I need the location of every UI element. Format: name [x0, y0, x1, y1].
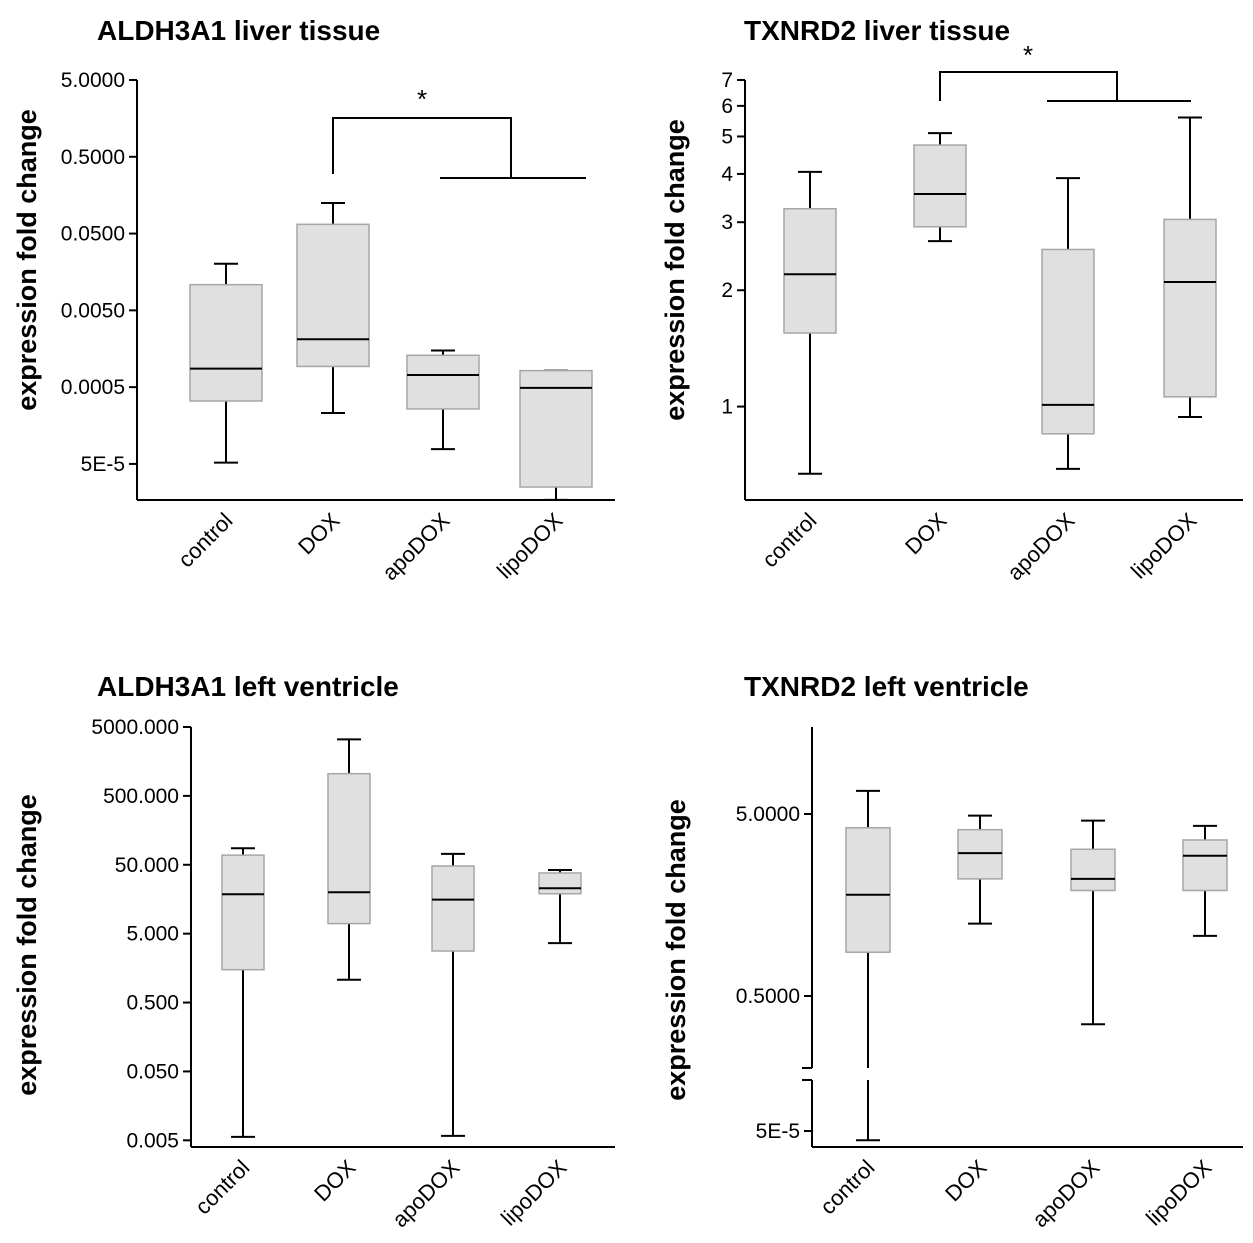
y-tick-label: 0.5000 [736, 985, 800, 1008]
box-iqr [1182, 839, 1228, 892]
box-iqr [221, 854, 265, 971]
y-tick-label: 6 [721, 95, 733, 118]
y-tick-label: 0.5000 [61, 146, 125, 169]
y-tick-label: 4 [721, 163, 733, 186]
y-tick-label: 0.0050 [61, 299, 125, 322]
box-apoDOX [406, 349, 480, 451]
box-iqr [957, 828, 1003, 880]
x-category-label: control [757, 508, 821, 572]
y-tick-label: 5.0000 [736, 803, 800, 826]
box-apoDOX [431, 852, 475, 1137]
y-tick-label: 5.000 [126, 923, 179, 946]
y-tick-label: 0.005 [126, 1129, 179, 1152]
box-apoDOX [1041, 177, 1095, 470]
box-DOX [296, 202, 370, 415]
chart-title: ALDH3A1 left ventricle [97, 671, 399, 702]
y-tick-label: 1 [721, 396, 733, 419]
y-axis-label: expression fold change [661, 799, 691, 1101]
chart-panel-1: ALDH3A1 liver tissue expression fold chan… [12, 15, 615, 585]
y-tick-label: 5E-5 [756, 1120, 800, 1143]
box-DOX [327, 738, 371, 981]
x-category-label: DOX [940, 1155, 992, 1207]
box-iqr [327, 772, 371, 925]
box-lipoDOX [1163, 116, 1217, 418]
x-category-label: control [173, 508, 237, 572]
y-tick-label: 5 [721, 125, 733, 148]
y-tick-label: 5E-5 [81, 453, 125, 476]
box-iqr [1070, 848, 1116, 892]
chart-title: TXNRD2 left ventricle [744, 671, 1029, 702]
box-iqr [189, 283, 263, 402]
box-control [845, 789, 891, 1142]
box-control [783, 170, 837, 475]
box-lipoDOX [1182, 824, 1228, 937]
box-iqr [431, 865, 475, 952]
significance-star: * [1023, 40, 1033, 70]
bracket-line [939, 71, 1118, 101]
y-tick-label: 50.000 [115, 854, 179, 877]
x-category-label: lipoDOX [1141, 1155, 1217, 1231]
box-iqr [783, 208, 837, 334]
box-iqr [519, 369, 593, 488]
y-tick-label: 7 [721, 69, 733, 92]
significance-bracket: * [332, 84, 586, 179]
x-category-label: lipoDOX [1126, 508, 1202, 584]
x-category-label: DOX [900, 508, 952, 560]
y-tick-label: 0.050 [126, 1060, 179, 1083]
box-apoDOX [1070, 819, 1116, 1026]
chart-panel-4: TXNRD2 left ventricle expression fold cha… [661, 671, 1243, 1232]
x-category-label: lipoDOX [492, 508, 568, 584]
y-tick-label: 0.0500 [61, 223, 125, 246]
box-iqr [406, 354, 480, 410]
y-tick-label: 0.500 [126, 992, 179, 1015]
chart-panel-2: TXNRD2 liver tissue expression fold chang… [660, 15, 1243, 585]
box-iqr [296, 223, 370, 368]
box-iqr [1163, 218, 1217, 398]
box-lipoDOX [519, 369, 593, 501]
significance-star: * [417, 84, 427, 114]
chart-title: TXNRD2 liver tissue [744, 15, 1010, 46]
x-category-label: apoDOX [1027, 1155, 1105, 1233]
x-category-label: control [190, 1155, 254, 1219]
y-tick-label: 500.000 [103, 785, 179, 808]
y-tick-label: 5.0000 [61, 69, 125, 92]
y-axis-label: expression fold change [12, 109, 42, 411]
x-category-label: lipoDOX [496, 1155, 572, 1231]
y-tick-label: 5000.000 [91, 716, 179, 739]
y-tick-label: 2 [721, 279, 733, 302]
box-iqr [845, 827, 891, 953]
significance-bracket: * [939, 40, 1191, 102]
y-tick-label: 3 [721, 211, 733, 234]
x-category-label: control [815, 1155, 879, 1219]
y-tick-label: 0.0005 [61, 376, 125, 399]
box-iqr [538, 872, 582, 895]
x-category-label: DOX [293, 508, 345, 560]
box-lipoDOX [538, 868, 582, 945]
box-iqr [913, 144, 967, 228]
box-iqr [1041, 248, 1095, 435]
box-control [221, 847, 265, 1138]
y-axis-label: expression fold change [12, 794, 42, 1096]
box-control [189, 262, 263, 464]
box-DOX [913, 132, 967, 243]
chart-panel-3: ALDH3A1 left ventricle expression fold ch… [12, 671, 615, 1232]
x-category-label: apoDOX [387, 1155, 465, 1233]
x-category-label: DOX [309, 1155, 361, 1207]
y-axis-label: expression fold change [660, 119, 690, 421]
box-DOX [957, 814, 1003, 925]
chart-title: ALDH3A1 liver tissue [97, 15, 380, 46]
x-category-label: apoDOX [377, 508, 455, 586]
bracket-line [332, 117, 512, 178]
x-category-label: apoDOX [1002, 508, 1080, 586]
